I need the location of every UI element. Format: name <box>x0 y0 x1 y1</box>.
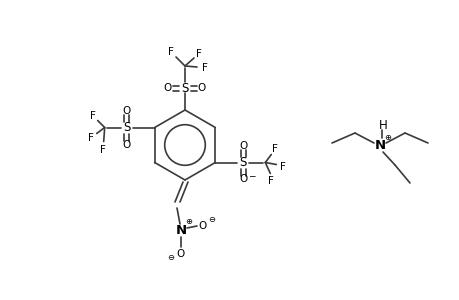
Text: ⊕: ⊕ <box>185 218 192 226</box>
Text: F: F <box>90 110 95 121</box>
Text: F: F <box>196 49 202 59</box>
Text: F: F <box>100 145 106 154</box>
Text: H: H <box>378 118 386 131</box>
Text: ⊖: ⊖ <box>208 214 215 224</box>
Text: S: S <box>239 156 246 169</box>
Text: ⊕: ⊕ <box>384 133 391 142</box>
Text: O: O <box>122 106 130 116</box>
Text: F: F <box>168 47 174 57</box>
Text: O: O <box>239 175 247 184</box>
Text: −: − <box>247 171 254 180</box>
Text: O: O <box>122 140 130 149</box>
Text: F: F <box>280 161 285 172</box>
Text: ⊖: ⊖ <box>167 254 174 262</box>
Text: N: N <box>374 139 385 152</box>
Text: O: O <box>198 221 207 231</box>
Text: S: S <box>181 82 188 94</box>
Text: O: O <box>239 140 247 151</box>
Text: F: F <box>202 63 207 73</box>
Text: F: F <box>88 133 94 142</box>
Text: F: F <box>268 176 274 185</box>
Text: F: F <box>272 143 278 154</box>
Text: O: O <box>197 83 206 93</box>
Text: O: O <box>163 83 172 93</box>
Text: S: S <box>123 121 130 134</box>
Text: N: N <box>175 224 186 236</box>
Text: O: O <box>177 249 185 259</box>
